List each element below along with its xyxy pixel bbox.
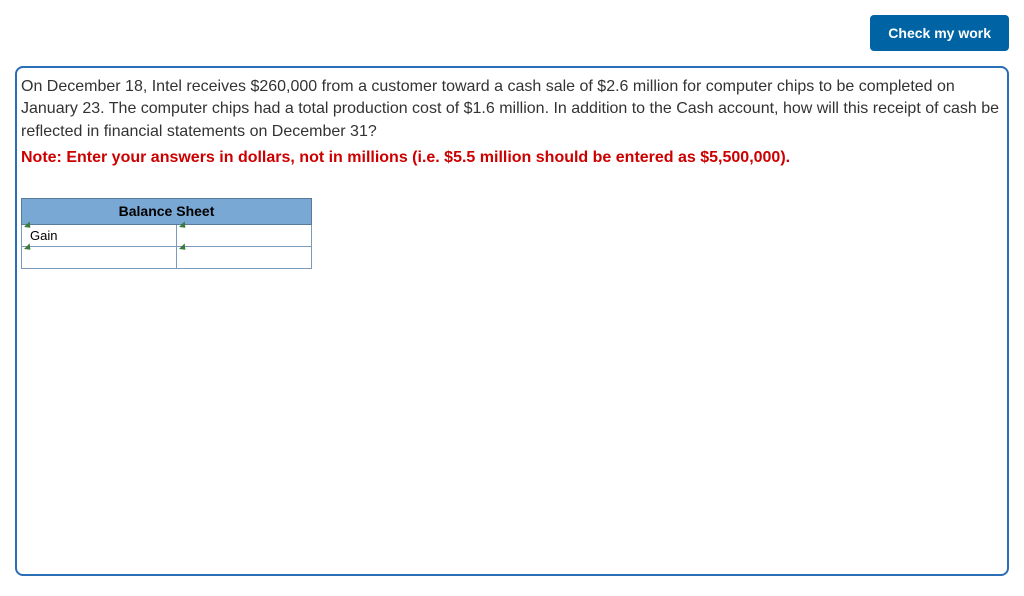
amount-cell-2[interactable]: [177, 246, 312, 268]
table-header: Balance Sheet: [22, 198, 312, 224]
amount-cell-1[interactable]: [177, 224, 312, 246]
account-cell-2[interactable]: [22, 246, 177, 268]
balance-sheet-table: Balance Sheet Gain: [21, 198, 312, 269]
question-text: On December 18, Intel receives $260,000 …: [17, 68, 1007, 147]
check-my-work-button[interactable]: Check my work: [870, 15, 1009, 51]
table-row: Gain: [22, 224, 312, 246]
top-bar: Check my work: [15, 10, 1009, 66]
question-content-box: On December 18, Intel receives $260,000 …: [15, 66, 1009, 576]
question-note: Note: Enter your answers in dollars, not…: [17, 147, 1007, 187]
table-row: [22, 246, 312, 268]
account-cell-1[interactable]: Gain: [22, 224, 177, 246]
